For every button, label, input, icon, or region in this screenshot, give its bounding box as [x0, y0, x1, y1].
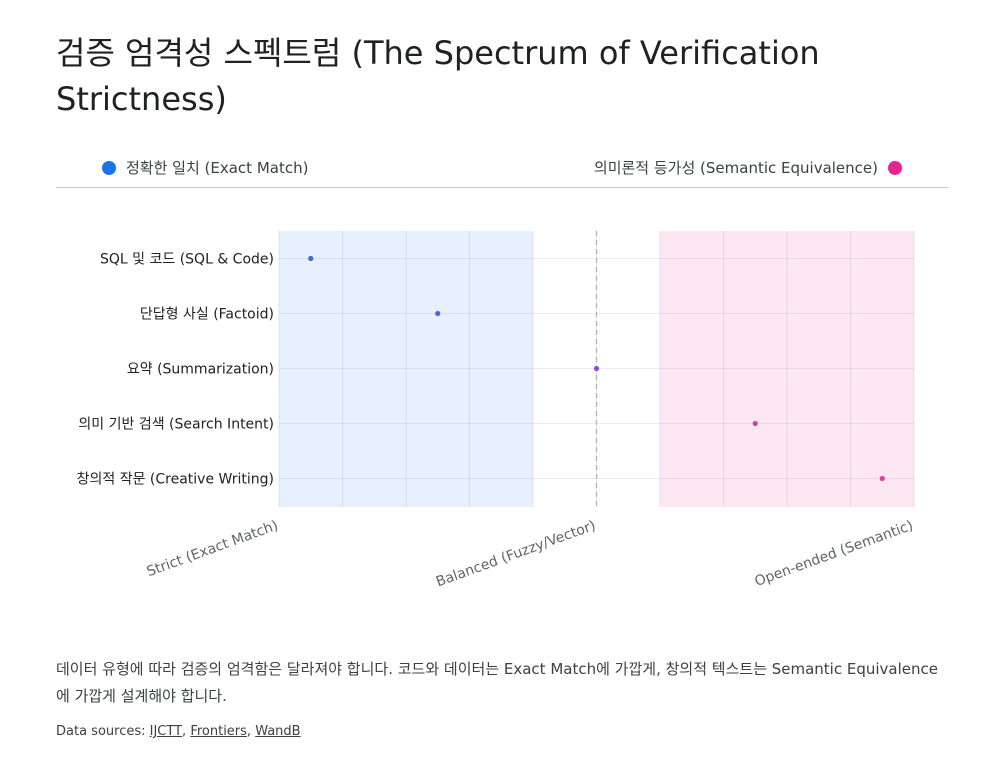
shaded-region-1 [660, 231, 914, 507]
shaded-region-0 [279, 231, 533, 507]
source-link-ijctt[interactable]: IJCTT [149, 724, 183, 739]
spectrum-chart: SQL 및 코드 (SQL & Code) 단답형 사실 (Factoid) 요약 … [77, 231, 916, 591]
sources-prefix: Data sources: [56, 724, 150, 739]
y-tick-label: 단답형 사실 (Factoid) [140, 307, 274, 323]
sources-separator: , [182, 724, 191, 739]
chart-title: 검증 엄격성 스펙트럼 (The Spectrum of Verificatio… [56, 34, 820, 118]
y-tick-label: 창의적 작문 (Creative Writing) [77, 472, 274, 488]
x-tick-label: Strict (Exact Match) [145, 518, 281, 580]
y-tick-label: SQL 및 코드 (SQL & Code) [100, 252, 274, 268]
data-point [879, 475, 885, 482]
data-point [593, 365, 600, 372]
legend-item-exact-match: 정확한 일치 (Exact Match) [102, 157, 308, 178]
legend-label-exact-match: 정확한 일치 (Exact Match) [126, 159, 309, 177]
data-point [435, 310, 441, 317]
sources-separator: , [246, 724, 256, 739]
source-link-wandb[interactable]: WandB [255, 724, 301, 739]
chart-note: 데이터 유형에 따라 검증의 엄격함은 달라져야 합니다. 코드와 데이터는 E… [56, 660, 938, 705]
legend-item-semantic-equivalence: 의미론적 등가성 (Semantic Equivalence) [594, 157, 902, 178]
x-tick-label: Balanced (Fuzzy/Vector) [434, 518, 598, 591]
data-point [308, 255, 314, 262]
legend-dot-exact-match [102, 160, 116, 175]
legend-divider [56, 187, 948, 188]
data-point [752, 420, 758, 427]
source-link-frontiers[interactable]: Frontiers [190, 724, 247, 739]
legend-dot-semantic-equivalence [888, 160, 902, 175]
legend-label-semantic-equivalence: 의미론적 등가성 (Semantic Equivalence) [593, 159, 878, 177]
y-tick-label: 요약 (Summarization) [127, 362, 274, 378]
legend: 정확한 일치 (Exact Match) 의미론적 등가성 (Semantic … [56, 152, 948, 188]
x-tick-label: Open-ended (Semantic) [753, 518, 916, 590]
y-tick-label: 의미 기반 검색 (Search Intent) [78, 417, 274, 433]
data-sources: Data sources: IJCTT, Frontiers, WandB [56, 724, 301, 739]
